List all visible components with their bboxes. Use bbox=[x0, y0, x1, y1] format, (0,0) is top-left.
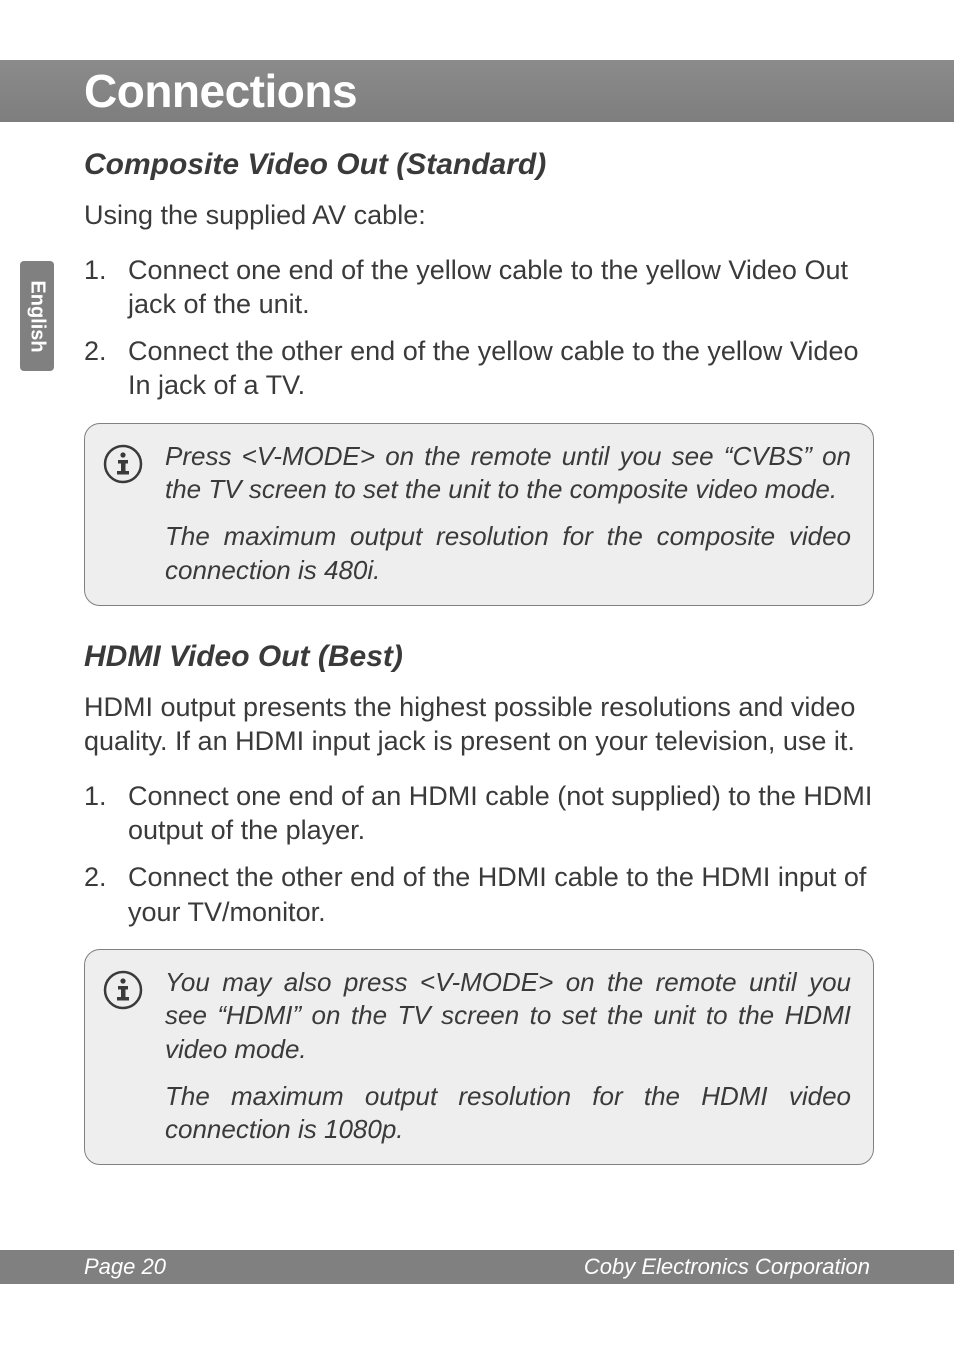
header-bar: Connections bbox=[0, 60, 954, 122]
footer-bar: Page 20 Coby Electronics Corporation bbox=[0, 1250, 954, 1284]
note-paragraph: The maximum output resolution for the HD… bbox=[165, 1080, 851, 1147]
page-number: Page 20 bbox=[84, 1254, 166, 1280]
step-text: Connect one end of an HDMI cable (not su… bbox=[128, 779, 874, 848]
info-icon bbox=[103, 440, 147, 587]
info-icon bbox=[103, 966, 147, 1146]
section1-note: Press <V-MODE> on the remote until you s… bbox=[84, 423, 874, 606]
section1-steps: 1. Connect one end of the yellow cable t… bbox=[84, 253, 874, 403]
step-number: 1. bbox=[84, 253, 128, 322]
step-text: Connect the other end of the yellow cabl… bbox=[128, 334, 874, 403]
content-area: Composite Video Out (Standard) Using the… bbox=[84, 148, 874, 1199]
section1-heading: Composite Video Out (Standard) bbox=[84, 148, 874, 182]
language-tab[interactable]: English bbox=[20, 261, 54, 371]
language-label: English bbox=[26, 280, 49, 352]
section2-intro: HDMI output presents the highest possibl… bbox=[84, 690, 874, 759]
section2-steps: 1. Connect one end of an HDMI cable (not… bbox=[84, 779, 874, 929]
note-paragraph: Press <V-MODE> on the remote until you s… bbox=[165, 440, 851, 507]
footer-company: Coby Electronics Corporation bbox=[584, 1254, 870, 1280]
section2-heading: HDMI Video Out (Best) bbox=[84, 640, 874, 674]
step-text: Connect the other end of the HDMI cable … bbox=[128, 860, 874, 929]
list-item: 1. Connect one end of the yellow cable t… bbox=[84, 253, 874, 322]
list-item: 1. Connect one end of an HDMI cable (not… bbox=[84, 779, 874, 848]
step-number: 1. bbox=[84, 779, 128, 848]
note-paragraph: You may also press <V-MODE> on the remot… bbox=[165, 966, 851, 1066]
step-number: 2. bbox=[84, 334, 128, 403]
note-text: You may also press <V-MODE> on the remot… bbox=[165, 966, 851, 1146]
note-paragraph: The maximum output resolution for the co… bbox=[165, 520, 851, 587]
step-text: Connect one end of the yellow cable to t… bbox=[128, 253, 874, 322]
note-text: Press <V-MODE> on the remote until you s… bbox=[165, 440, 851, 587]
list-item: 2. Connect the other end of the yellow c… bbox=[84, 334, 874, 403]
page-title: Connections bbox=[84, 64, 357, 118]
section1-intro: Using the supplied AV cable: bbox=[84, 198, 874, 233]
step-number: 2. bbox=[84, 860, 128, 929]
section2-note: You may also press <V-MODE> on the remot… bbox=[84, 949, 874, 1165]
list-item: 2. Connect the other end of the HDMI cab… bbox=[84, 860, 874, 929]
